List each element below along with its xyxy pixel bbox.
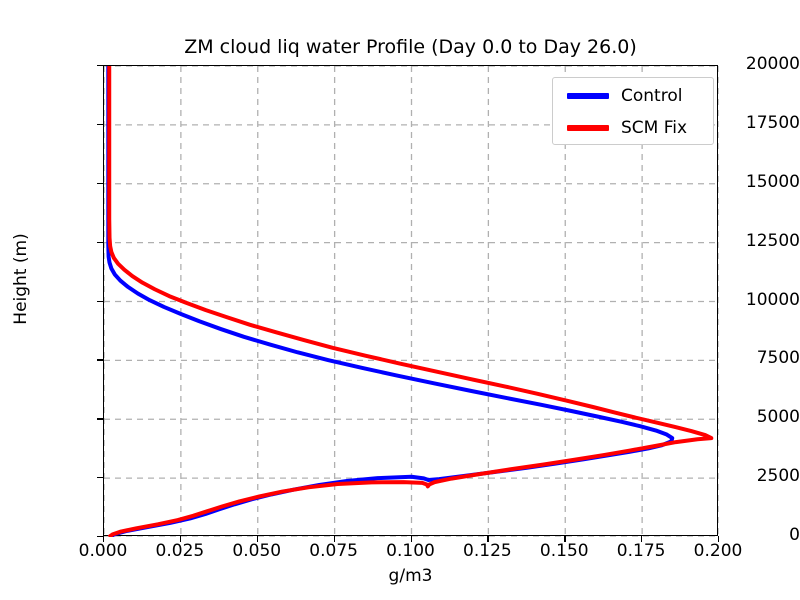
y-tick-mark-5000 [97,418,103,420]
y-tick-label-0: 0 [789,525,800,545]
x-tick-mark-0.150 [564,536,566,542]
y-tick-label-12500: 12500 [745,230,800,251]
legend-swatch-control [567,93,609,99]
x-tick-mark-0.100 [410,536,412,542]
x-axis-label: g/m3 [388,566,433,586]
x-tick-mark-0.025 [179,536,182,542]
x-tick-mark-0.000 [103,536,105,542]
x-tick-mark-0.050 [256,536,259,542]
x-tick-label-0.175: 0.175 [616,541,666,561]
y-tick-label-10000: 10000 [745,289,800,310]
y-tick-label-20000: 20000 [745,54,800,74]
y-tick-mark-20000 [97,65,103,67]
x-tick-label-0.200: 0.200 [693,541,743,561]
legend-item-control[interactable]: Control [553,82,715,110]
series-line-scm-fix [107,66,714,537]
y-tick-label-17500: 17500 [745,112,800,133]
y-tick-mark-2500 [97,477,103,479]
legend-label-scm-fix: SCM Fix [621,118,688,138]
y-tick-mark-7500 [97,359,103,361]
x-tick-label-0.050: 0.050 [232,541,282,561]
x-tick-mark-0.175 [641,536,643,542]
chart-legend[interactable]: Control SCM Fix [552,77,714,145]
y-axis-label: Height (m) [11,233,31,325]
legend-swatch-scm-fix [567,125,609,131]
x-tick-label-0.150: 0.150 [539,541,589,561]
x-tick-label-0.100: 0.100 [386,541,435,561]
y-tick-label-2500: 2500 [756,466,800,487]
chart-title: ZM cloud liq water Profile (Day 0.0 to D… [184,36,637,58]
x-tick-label-0.000: 0.000 [78,541,128,561]
y-tick-label-15000: 15000 [745,171,800,192]
x-tick-label-0.025: 0.025 [155,541,205,561]
y-tick-label-5000: 5000 [756,407,800,428]
x-tick-mark-0.125 [487,536,489,542]
legend-item-scm-fix[interactable]: SCM Fix [553,114,715,142]
x-tick-mark-0.075 [333,536,335,542]
plot-svg [104,66,719,537]
y-tick-mark-0 [97,536,103,538]
x-tick-mark-0.200 [718,536,720,542]
data-series-group [106,66,714,537]
y-tick-mark-15000 [97,182,103,185]
y-tick-mark-10000 [97,300,103,302]
y-tick-mark-12500 [97,241,103,243]
y-tick-label-7500: 7500 [756,348,800,369]
y-tick-mark-17500 [97,123,103,126]
legend-label-control: Control [621,86,683,106]
x-tick-label-0.125: 0.125 [463,541,512,561]
x-tick-label-0.075: 0.075 [309,541,358,561]
